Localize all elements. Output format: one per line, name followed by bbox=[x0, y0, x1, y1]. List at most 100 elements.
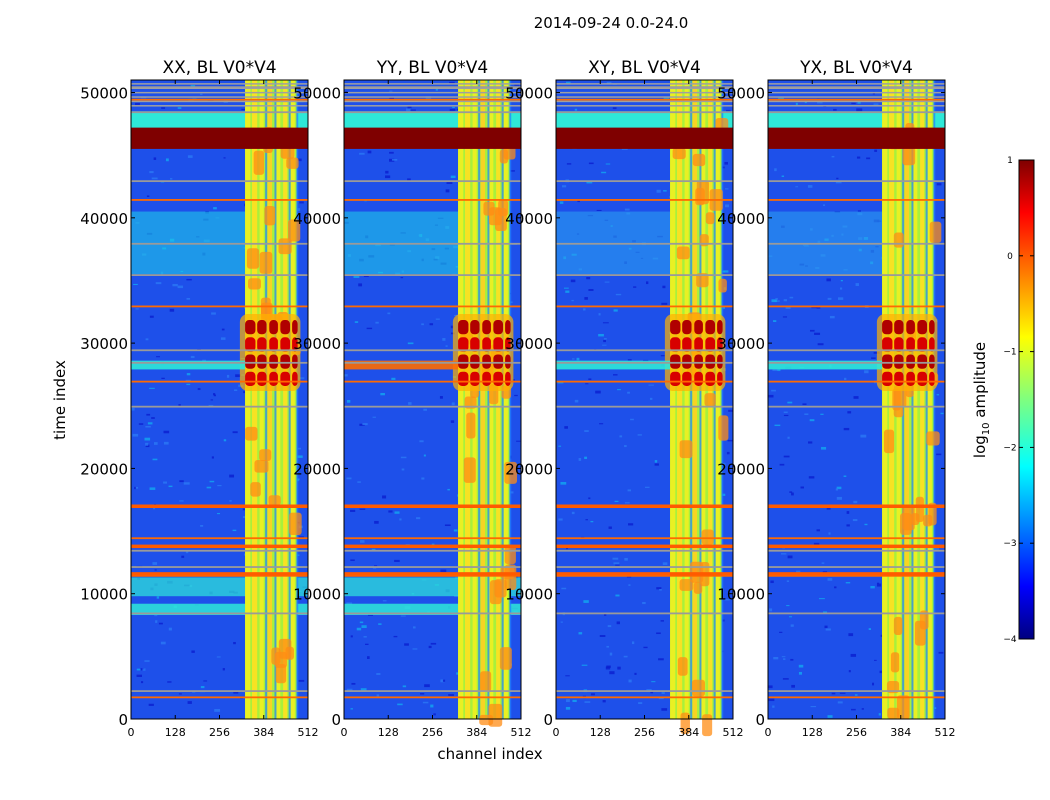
flagged-row bbox=[768, 380, 945, 383]
flagged-row-strong bbox=[556, 504, 733, 508]
flagged-row bbox=[344, 566, 521, 568]
heatmap-noise bbox=[351, 682, 356, 685]
heatmap-noise bbox=[598, 333, 604, 337]
rfi-blob bbox=[705, 212, 715, 225]
heatmap-noise bbox=[588, 162, 594, 165]
heatmap-noise bbox=[428, 645, 432, 649]
heatmap-noise bbox=[154, 569, 157, 571]
rfi-gap-line bbox=[509, 80, 512, 719]
heatmap-noise bbox=[796, 570, 801, 574]
heatmap-noise bbox=[850, 653, 857, 657]
heatmap-noise bbox=[570, 279, 576, 283]
heatmap-noise bbox=[208, 404, 214, 407]
heatmap-noise bbox=[147, 422, 153, 425]
panels: XX, BL V0*V4 0 128 256 384 512 0 10000 20000 3000… bbox=[80, 58, 955, 739]
heatmap-noise bbox=[149, 171, 154, 174]
burst-cell bbox=[682, 371, 692, 386]
heatmap-noise bbox=[559, 201, 564, 204]
heatmap-noise bbox=[578, 632, 583, 635]
flagged-row bbox=[768, 349, 945, 352]
rfi-blob bbox=[677, 657, 688, 676]
panel-title: YX, BL V0*V4 bbox=[799, 58, 913, 78]
flagged-row bbox=[768, 199, 945, 201]
burst-cell bbox=[482, 320, 491, 335]
flagged-row bbox=[556, 549, 733, 552]
heatmap-noise bbox=[187, 155, 193, 158]
rfi-stripe bbox=[503, 80, 508, 719]
heatmap-noise bbox=[845, 582, 851, 584]
flagged-row bbox=[768, 180, 945, 183]
burst-cell bbox=[292, 337, 298, 352]
heatmap-noise bbox=[772, 369, 779, 371]
heatmap-noise bbox=[661, 691, 665, 695]
heatmap-noise bbox=[241, 108, 247, 111]
heatmap-noise bbox=[827, 578, 833, 581]
heatmap-noise bbox=[421, 323, 424, 326]
heatmap-noise bbox=[602, 322, 609, 324]
heatmap-noise bbox=[809, 329, 815, 332]
heatmap-noise bbox=[662, 562, 668, 566]
burst-cell bbox=[694, 371, 703, 386]
heatmap-noise bbox=[608, 526, 612, 529]
heatmap-noise bbox=[226, 374, 230, 378]
rfi-blob bbox=[259, 449, 272, 461]
rfi-gap-line bbox=[933, 80, 936, 719]
heatmap-noise bbox=[846, 524, 850, 527]
flagged-row bbox=[344, 305, 521, 308]
flagged-row bbox=[768, 405, 945, 408]
burst-cell bbox=[257, 320, 267, 335]
heatmap-noise bbox=[359, 152, 365, 155]
heatmap-noise bbox=[419, 440, 424, 443]
flagged-row bbox=[768, 549, 945, 552]
heatmap-noise bbox=[560, 481, 567, 485]
heatmap-noise bbox=[222, 668, 225, 671]
heatmap-noise bbox=[861, 708, 864, 710]
heatmap-noise bbox=[662, 285, 666, 289]
heatmap-noise bbox=[771, 389, 776, 392]
heatmap-noise bbox=[605, 666, 611, 670]
heatmap-noise bbox=[200, 686, 205, 689]
heatmap-noise bbox=[243, 391, 247, 394]
y-tick-label: 50000 bbox=[293, 85, 341, 103]
heatmap-noise bbox=[616, 621, 620, 625]
heatmap-noise bbox=[146, 413, 151, 416]
y-tick-label: 0 bbox=[118, 711, 128, 729]
heatmap-noise bbox=[359, 508, 366, 510]
y-tick-label: 40000 bbox=[717, 210, 765, 228]
x-tick-label: 0 bbox=[341, 726, 348, 739]
heatmap-noise bbox=[628, 584, 631, 586]
heatmap-noise bbox=[581, 664, 588, 666]
burst-cell bbox=[705, 337, 716, 352]
burst-cell bbox=[505, 354, 511, 369]
rfi-blob bbox=[254, 459, 269, 473]
flagged-row bbox=[344, 96, 521, 98]
x-tick-label: 256 bbox=[422, 726, 443, 739]
flagged-row bbox=[344, 690, 521, 692]
heatmap-noise bbox=[178, 404, 181, 407]
heatmap-noise bbox=[782, 678, 789, 680]
rfi-stripe bbox=[920, 80, 925, 719]
heatmap-noise bbox=[210, 399, 214, 401]
heatmap-noise bbox=[404, 643, 409, 646]
x-tick-label: 128 bbox=[802, 726, 823, 739]
burst-cell bbox=[505, 320, 511, 335]
heatmap-noise bbox=[826, 278, 831, 282]
heatmap-noise bbox=[187, 701, 192, 704]
heatmap-noise bbox=[599, 635, 606, 637]
heatmap-noise bbox=[846, 511, 850, 514]
heatmap-noise bbox=[406, 108, 412, 112]
heatmap-noise bbox=[933, 547, 939, 551]
heatmap-noise bbox=[658, 658, 664, 661]
heatmap-noise bbox=[350, 509, 356, 512]
flagged-row bbox=[768, 100, 945, 103]
heatmap-noise bbox=[774, 300, 780, 302]
heatmap-noise bbox=[232, 529, 237, 532]
heatmap-noise bbox=[831, 155, 835, 158]
burst-cell bbox=[694, 320, 703, 335]
heatmap-noise bbox=[145, 442, 149, 446]
heatmap-noise bbox=[584, 456, 588, 459]
heatmap-noise bbox=[562, 185, 567, 188]
flagged-row bbox=[556, 100, 733, 103]
heatmap-noise bbox=[795, 102, 798, 106]
heatmap-noise bbox=[392, 159, 398, 161]
